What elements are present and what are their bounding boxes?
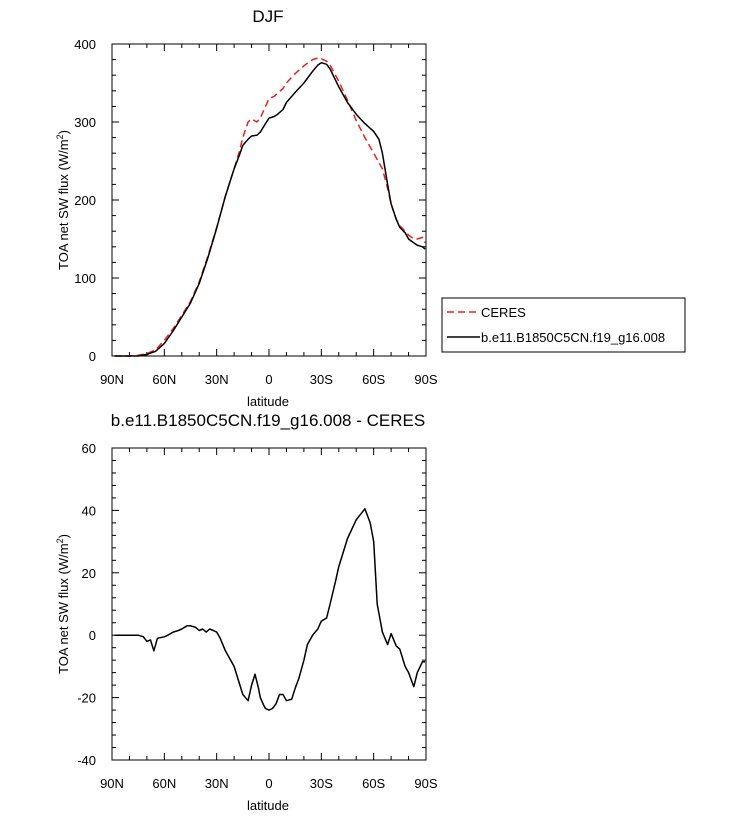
top-x-tick-label: 30N [205,372,229,387]
top-x-tick-labels: 90N 60N 30N 0 30S 60S 90S [100,372,438,387]
bottom-x-tick-label: 90N [100,776,124,791]
legend-label-ceres: CERES [481,305,526,320]
bottom-chart-title: b.e11.B1850C5CN.f19_g16.008 - CERES [111,411,425,430]
top-plot-frame [111,43,427,357]
top-y-tick-label: 0 [89,349,96,364]
bottom-series-group [114,508,426,711]
top-y-axis-label-main: TOA net SW flux (W/m [56,139,71,270]
top-x-axis-label: latitude [247,394,289,409]
bottom-x-tick-label: 30N [205,776,229,791]
top-y-tick-labels: 0 100 200 300 400 [74,37,96,364]
bottom-x-tick-label: 60S [362,776,385,791]
top-x-tick-label: 90S [414,372,437,387]
bottom-chart-panel: b.e11.B1850C5CN.f19_g16.008 - CERES 90N 6… [55,411,438,813]
bottom-y-tick-label: 40 [82,503,96,518]
bottom-y-axis-label: TOA net SW flux (W/m2) [55,534,71,674]
top-y-tick-label: 300 [74,115,96,130]
bottom-y-tick-label: -20 [77,691,96,706]
top-y-tick-label: 100 [74,271,96,286]
bottom-y-axis-label-sup: 2 [55,538,65,543]
bottom-y-axis-label-close: ) [56,534,71,538]
bottom-x-tick-labels: 90N 60N 30N 0 30S 60S 90S [100,776,438,791]
bottom-x-tick-label: 60N [152,776,176,791]
bottom-x-tick-label: 0 [265,776,272,791]
top-axis-ticks [111,43,427,357]
bottom-axis-ticks [111,447,427,761]
top-y-tick-label: 400 [74,37,96,52]
top-x-tick-label: 0 [265,372,272,387]
top-y-tick-label: 200 [74,193,96,208]
bottom-x-tick-label: 90S [414,776,437,791]
top-chart-title: DJF [252,7,283,26]
top-chart-panel: DJF 90N 60N 30N 0 30S 60S 90S 0 100 200 300 400 la… [55,7,438,409]
legend-box [441,297,686,353]
bottom-y-tick-label: 60 [82,441,96,456]
bottom-y-axis-label-main: TOA net SW flux (W/m [56,543,71,674]
top-y-axis-label: TOA net SW flux (W/m2) [55,130,71,270]
top-x-tick-label: 90N [100,372,124,387]
top-y-axis-label-sup: 2 [55,134,65,139]
bottom-y-tick-label: 20 [82,566,96,581]
bottom-y-tick-label: 0 [89,628,96,643]
top-series-group [114,57,426,357]
top-series-line-b-e11-b1850c5cn-f19-g16-008 [114,61,426,357]
legend: CERES b.e11.B1850C5CN.f19_g16.008 [441,297,686,353]
top-series-line-ceres [114,57,426,357]
top-y-axis-label-close: ) [56,130,71,134]
legend-label-model: b.e11.B1850C5CN.f19_g16.008 [481,330,665,345]
bottom-plot-frame [111,447,427,761]
top-x-tick-label: 60S [362,372,385,387]
bottom-x-tick-label: 30S [310,776,333,791]
top-x-tick-label: 30S [310,372,333,387]
top-x-tick-label: 60N [152,372,176,387]
bottom-x-axis-label: latitude [247,798,289,813]
bottom-y-tick-label: -40 [77,753,96,768]
bottom-series-line-difference [114,508,426,711]
bottom-y-tick-labels: -40 -20 0 20 40 60 [77,441,96,768]
